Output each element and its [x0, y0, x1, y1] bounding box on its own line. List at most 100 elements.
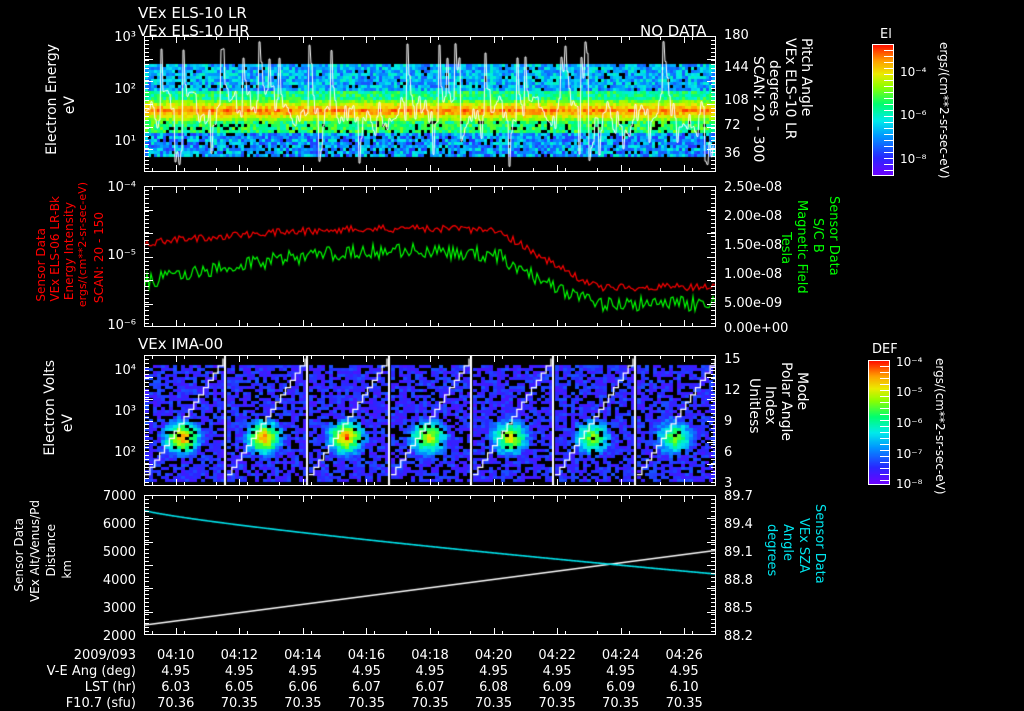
axis-tick — [310, 482, 312, 486]
panel3-ytick-1: 10³ — [114, 404, 136, 419]
axis-tick — [620, 186, 622, 193]
axis-tick — [711, 515, 716, 517]
panel3-rtick-3: 6 — [724, 445, 733, 460]
axis-tick — [707, 280, 716, 281]
axis-tick — [175, 355, 177, 362]
panel3-ytick-0: 10⁴ — [114, 363, 136, 378]
bottom-cell-r3-c0: 70.36 — [157, 696, 195, 711]
axis-tick — [247, 631, 249, 635]
axis-tick — [628, 355, 630, 359]
axis-tick — [144, 264, 149, 266]
panel2-yaxis-quantity: Energy Intensity — [62, 202, 76, 301]
axis-tick — [437, 168, 439, 172]
axis-tick — [711, 56, 716, 57]
bottom-cell-r3-c8: 70.35 — [665, 696, 703, 711]
axis-tick — [707, 398, 716, 400]
axis-tick — [565, 495, 567, 499]
axis-tick — [880, 474, 890, 475]
axis-tick — [596, 495, 598, 499]
axis-tick — [430, 479, 431, 486]
bottom-row-label-0: 2009/093 — [73, 648, 136, 663]
axis-tick — [660, 168, 662, 172]
axis-tick — [366, 165, 368, 172]
axis-tick — [406, 36, 408, 40]
panel4-rtick-2: 89.1 — [724, 545, 753, 560]
axis-tick — [711, 589, 716, 591]
axis-tick — [711, 499, 716, 501]
axis-tick — [711, 455, 716, 457]
axis-tick — [151, 495, 153, 499]
panel4-ytick-2: 5000 — [102, 545, 136, 560]
axis-tick — [711, 439, 716, 441]
axis-tick — [144, 120, 149, 121]
axis-tick — [711, 194, 716, 196]
axis-tick — [711, 585, 716, 587]
axis-tick — [711, 68, 716, 69]
axis-tick — [144, 144, 149, 145]
axis-tick — [151, 482, 153, 486]
axis-tick — [711, 223, 716, 225]
axis-tick — [711, 378, 716, 380]
axis-tick — [247, 495, 249, 499]
bottom-row-label-1: V-E Ang (deg) — [46, 664, 136, 679]
axis-tick — [469, 186, 471, 190]
axis-tick — [239, 36, 241, 43]
axis-tick — [215, 482, 217, 486]
axis-tick — [469, 495, 471, 499]
axis-tick — [144, 443, 149, 445]
axis-tick — [144, 565, 153, 566]
panel2-rtick-5: 0.00e+00 — [724, 321, 789, 336]
panel2-rtick-0: 2.50e-08 — [724, 180, 783, 195]
axis-tick — [144, 248, 149, 250]
axis-tick — [711, 168, 716, 169]
panel3-canvas — [145, 356, 715, 485]
panel4-raxis-sublabel: VEx SZA — [796, 518, 811, 573]
axis-tick — [501, 36, 503, 40]
axis-tick — [239, 320, 241, 327]
axis-tick — [247, 36, 249, 40]
axis-tick — [711, 76, 716, 77]
axis-tick — [279, 495, 281, 499]
axis-tick — [620, 320, 622, 327]
axis-tick — [144, 573, 149, 575]
axis-tick — [565, 168, 567, 172]
axis-tick — [884, 74, 894, 75]
panel-intensity-magfield — [144, 186, 716, 327]
panel4-raxis-quantity: Angle — [780, 524, 795, 561]
axis-tick — [884, 140, 894, 141]
axis-tick — [469, 355, 471, 359]
axis-tick — [144, 435, 149, 437]
bottom-row-label-2: LST (hr) — [84, 680, 136, 695]
axis-tick — [144, 378, 149, 380]
axis-tick — [144, 60, 149, 61]
axis-tick — [711, 362, 716, 364]
axis-tick — [144, 164, 149, 165]
bottom-cell-r3-c3: 70.35 — [347, 696, 386, 711]
axis-tick — [175, 186, 177, 193]
panel2-raxis-units: Tesla — [778, 232, 793, 265]
panel-ima-spectrogram — [144, 355, 716, 486]
axis-tick — [711, 416, 716, 418]
axis-tick — [711, 124, 716, 125]
axis-tick — [144, 40, 149, 41]
axis-tick — [707, 58, 716, 60]
axis-tick — [711, 451, 716, 453]
axis-tick — [366, 628, 368, 635]
axis-tick — [342, 355, 344, 359]
axis-tick — [279, 36, 281, 40]
panel3-rtick-1: 12 — [724, 383, 741, 398]
axis-tick — [144, 233, 153, 234]
axis-tick — [660, 323, 662, 327]
axis-tick — [711, 435, 716, 437]
axis-tick — [144, 611, 153, 613]
panel1-rtick-1: 144 — [724, 60, 749, 75]
axis-tick — [342, 186, 344, 190]
bottom-cell-r2-c8: 6.10 — [669, 680, 699, 695]
panel4-ytick-0: 7000 — [102, 489, 136, 504]
axis-tick — [557, 628, 559, 635]
axis-tick — [711, 132, 716, 133]
axis-tick — [144, 462, 149, 464]
axis-tick — [374, 36, 376, 40]
axis-tick — [711, 322, 716, 324]
axis-tick — [711, 210, 716, 212]
